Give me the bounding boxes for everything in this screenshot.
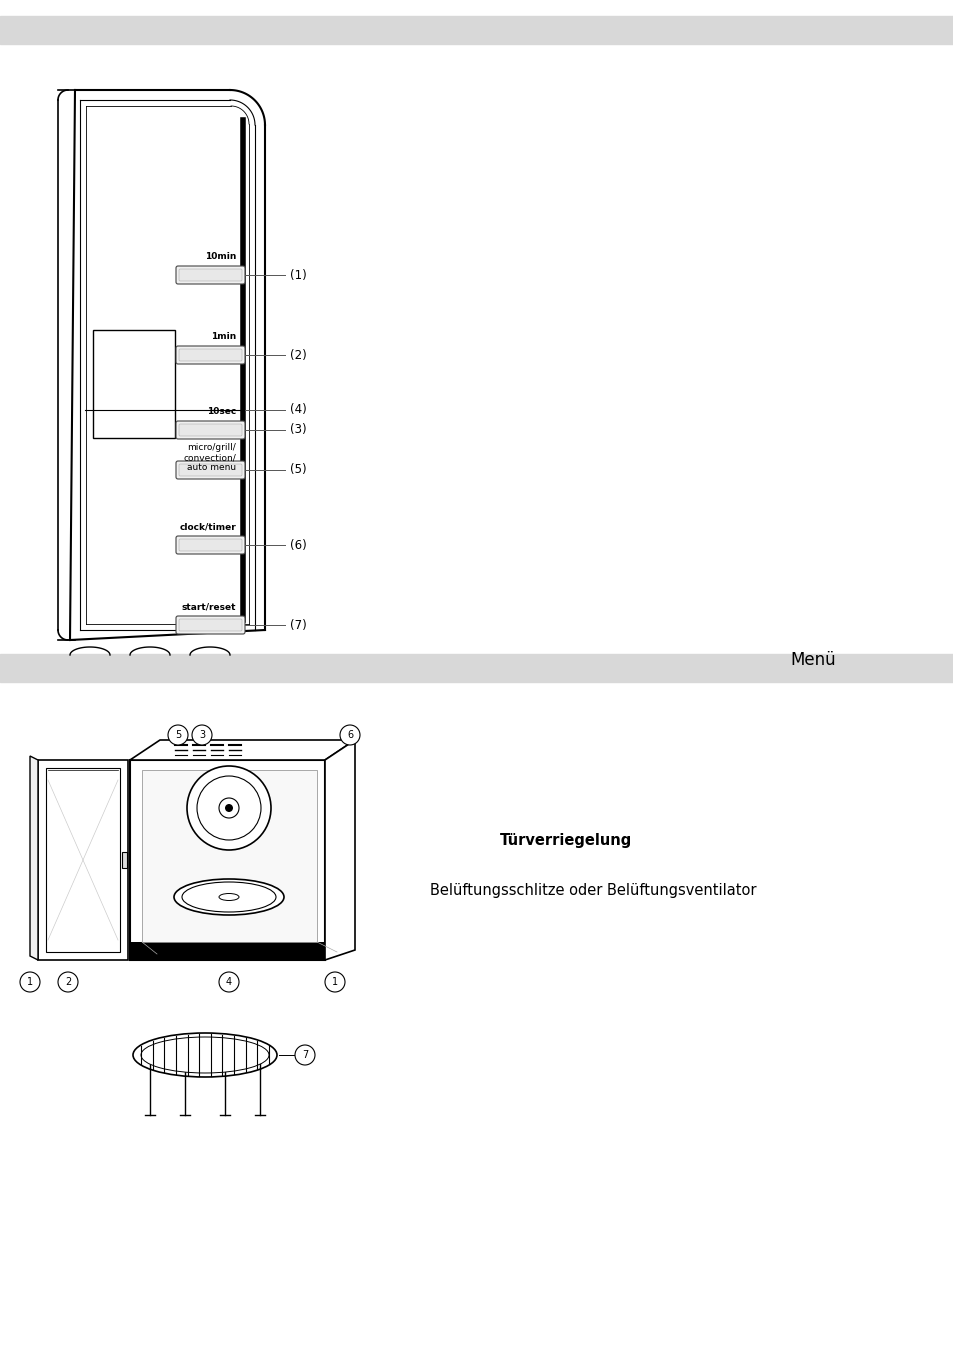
FancyBboxPatch shape (179, 269, 242, 282)
Text: micro/grill/: micro/grill/ (187, 444, 235, 452)
Circle shape (196, 776, 261, 839)
Text: (2): (2) (290, 348, 307, 362)
Circle shape (219, 972, 239, 992)
FancyBboxPatch shape (179, 349, 242, 362)
Text: 1min: 1min (211, 332, 235, 341)
FancyBboxPatch shape (179, 464, 242, 477)
FancyBboxPatch shape (175, 265, 245, 284)
Text: 1: 1 (27, 978, 33, 987)
FancyBboxPatch shape (175, 460, 245, 479)
Circle shape (168, 724, 188, 745)
Text: convection/: convection/ (183, 454, 235, 463)
Text: 5: 5 (174, 730, 181, 741)
Text: start/reset: start/reset (181, 603, 235, 611)
Text: clock/timer: clock/timer (179, 523, 235, 531)
Circle shape (325, 972, 345, 992)
Bar (130, 942, 325, 960)
FancyBboxPatch shape (175, 347, 245, 364)
Text: 10min: 10min (204, 252, 235, 261)
Text: Belüftungsschlitze oder Belüftungsventilator: Belüftungsschlitze oder Belüftungsventil… (430, 883, 756, 898)
Ellipse shape (173, 879, 284, 915)
Text: auto menu: auto menu (187, 463, 235, 473)
Ellipse shape (132, 1033, 276, 1076)
Text: 1: 1 (332, 978, 337, 987)
Circle shape (219, 798, 239, 818)
Text: 10sec: 10sec (207, 408, 235, 416)
Circle shape (192, 724, 212, 745)
Text: 4: 4 (226, 978, 232, 987)
Bar (0, 16, 953, 43)
Bar (0, 654, 953, 682)
Bar (122, 852, 127, 868)
FancyBboxPatch shape (175, 616, 245, 634)
Text: (5): (5) (290, 463, 306, 477)
Text: Türverriegelung: Türverriegelung (499, 833, 632, 848)
FancyBboxPatch shape (175, 536, 245, 554)
Circle shape (58, 972, 78, 992)
Text: (1): (1) (290, 268, 307, 282)
Ellipse shape (219, 894, 239, 900)
FancyBboxPatch shape (179, 539, 242, 551)
Text: (7): (7) (290, 619, 307, 631)
Circle shape (225, 804, 233, 812)
Text: (4): (4) (290, 403, 307, 417)
Text: (6): (6) (290, 539, 307, 551)
Text: (3): (3) (290, 424, 306, 436)
Circle shape (187, 766, 271, 850)
Text: Menü: Menü (789, 651, 835, 669)
Circle shape (339, 724, 359, 745)
Bar (46, 768, 120, 952)
Text: 6: 6 (347, 730, 353, 741)
Polygon shape (325, 741, 355, 960)
FancyBboxPatch shape (175, 421, 245, 439)
Circle shape (294, 1045, 314, 1066)
Bar (92, 330, 174, 437)
FancyBboxPatch shape (179, 619, 242, 631)
FancyBboxPatch shape (179, 424, 242, 436)
Bar (38, 760, 128, 960)
Circle shape (20, 972, 40, 992)
Text: 3: 3 (199, 730, 205, 741)
Ellipse shape (141, 1037, 269, 1072)
Bar (130, 760, 325, 960)
Bar (142, 770, 316, 942)
Text: 2: 2 (65, 978, 71, 987)
Ellipse shape (182, 881, 275, 913)
Text: 7: 7 (301, 1049, 308, 1060)
Polygon shape (30, 756, 38, 960)
Polygon shape (130, 741, 355, 760)
